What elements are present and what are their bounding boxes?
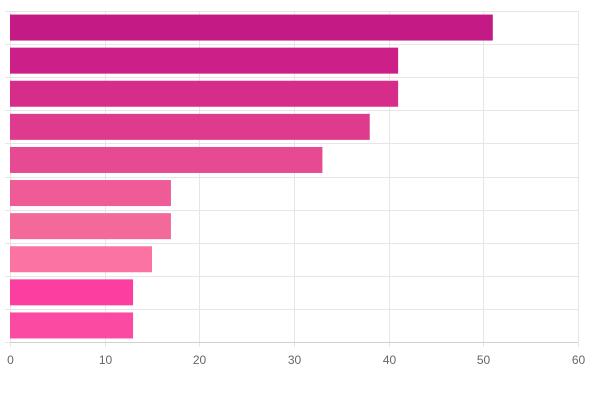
x-tick-label: 30 (288, 353, 302, 367)
bar (10, 180, 171, 207)
x-tick-label: 50 (477, 353, 491, 367)
bar (10, 80, 399, 107)
bar (10, 14, 493, 41)
bar (10, 246, 152, 273)
bar (10, 47, 399, 74)
bar (10, 213, 171, 240)
bar (10, 279, 134, 306)
bar (10, 113, 370, 140)
axis-layer: 0 10 20 30 40 50 60 (7, 342, 586, 367)
x-tick-label: 60 (572, 353, 586, 367)
bar (10, 312, 134, 339)
x-tick-label: 20 (193, 353, 207, 367)
x-tick-label: 10 (99, 353, 113, 367)
x-tick-label: 40 (383, 353, 397, 367)
bar-layer (10, 14, 493, 339)
x-tick-label: 0 (7, 353, 14, 367)
bar (10, 146, 323, 173)
